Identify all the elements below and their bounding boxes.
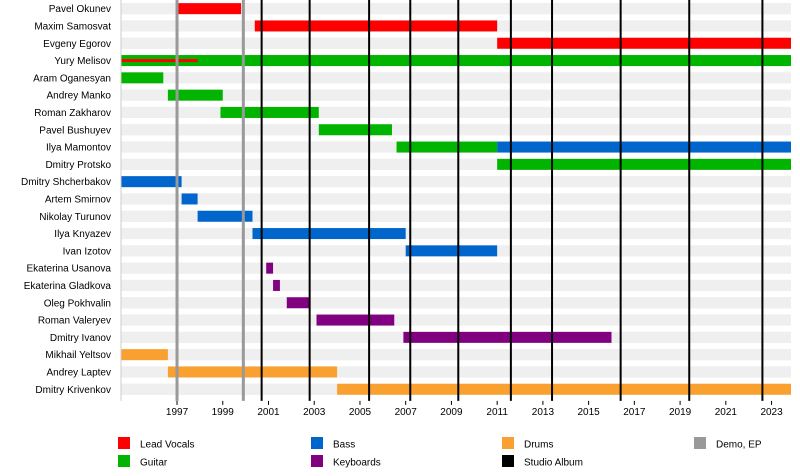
legend-label-studio: Studio Album	[524, 458, 583, 469]
member-label-roman-valeryev: Roman Valeryev	[38, 316, 111, 327]
row-stripe-ekaterina-gladkova	[121, 279, 791, 292]
member-label-aram-oganesyan: Aram Oganesyan	[33, 73, 111, 84]
row-stripe-mikhail-yeltsov	[121, 349, 791, 361]
bar-dmitry-shcherbakov-bass	[121, 176, 182, 188]
row-stripe-roman-zakharov	[121, 106, 791, 119]
bar-yury-melisov-vocals	[121, 59, 198, 63]
legend-label-keyboards: Keyboards	[333, 458, 381, 469]
member-label-mikhail-yeltsov: Mikhail Yeltsov	[45, 350, 111, 361]
legend: Lead Vocals Guitar Bass Keyboards Drums Studi…	[118, 437, 762, 469]
member-label-ilya-mamontov: Ilya Mamontov	[46, 143, 111, 154]
bar-andrey-manko-guitar	[167, 89, 223, 101]
bar-pavel-okunev-vocals	[177, 3, 242, 15]
row-stripe-pavel-okunev	[121, 3, 791, 15]
bar-artem-smirnov-bass	[181, 193, 198, 205]
x-tick-label-2015: 2015	[578, 407, 601, 418]
bar-yury-melisov-guitar	[121, 55, 791, 67]
legend-swatch-keyboards	[311, 455, 323, 467]
member-label-ilya-knyazev: Ilya Knyazev	[54, 229, 111, 240]
legend-swatch-studio	[502, 455, 514, 467]
member-label-andrey-manko: Andrey Manko	[47, 91, 112, 102]
legend-swatch-drums	[502, 437, 514, 449]
x-tick-label-1997: 1997	[166, 407, 189, 418]
x-tick-label-2005: 2005	[349, 407, 372, 418]
member-label-dmitry-ivanov: Dmitry Ivanov	[50, 333, 111, 344]
row-stripe-oleg-pokhvalin	[121, 297, 791, 309]
member-label-ekaterina-gladkova: Ekaterina Gladkova	[24, 281, 112, 292]
bar-andrey-laptev-drums	[167, 366, 338, 378]
legend-swatch-demo	[694, 437, 706, 449]
bar-roman-valeryev-keyboards	[316, 314, 395, 326]
member-label-dmitry-shcherbakov: Dmitry Shcherbakov	[21, 177, 111, 188]
bar-ilya-mamontov-bass	[497, 141, 791, 153]
bar-maxim-samosvat-vocals	[254, 20, 498, 32]
bar-mikhail-yeltsov-drums	[121, 349, 168, 361]
bar-ilya-knyazev-bass	[252, 228, 406, 240]
bar-oleg-pokhvalin-keyboards	[286, 297, 310, 309]
row-stripe-pavel-bushuyev	[121, 124, 791, 136]
x-tick-label-2013: 2013	[532, 407, 555, 418]
bar-ilya-mamontov-guitar	[396, 141, 498, 153]
row-stripe-ekaterina-usanova	[121, 262, 791, 274]
legend-swatch-bass	[311, 437, 323, 449]
bar-nikolay-turunov-bass	[197, 210, 253, 222]
x-tick-label-2007: 2007	[395, 407, 418, 418]
row-stripe-andrey-manko	[121, 89, 791, 101]
x-tick-label-2017: 2017	[623, 407, 646, 418]
release-markers	[175, 0, 764, 401]
member-label-dmitry-krivenkov: Dmitry Krivenkov	[35, 385, 111, 396]
member-label-oleg-pokhvalin: Oleg Pokhvalin	[44, 298, 111, 309]
row-stripe-ilya-knyazev	[121, 227, 791, 240]
legend-label-demo: Demo, EP	[716, 440, 762, 451]
member-label-ivan-izotov: Ivan Izotov	[63, 246, 111, 257]
x-tick-label-2023: 2023	[760, 407, 783, 418]
member-label-pavel-okunev: Pavel Okunev	[49, 4, 111, 15]
bar-pavel-bushuyev-guitar	[318, 124, 392, 136]
bar-aram-oganesyan-guitar	[121, 72, 164, 84]
legend-label-vocals: Lead Vocals	[140, 440, 195, 451]
x-tick-label-2009: 2009	[440, 407, 463, 418]
x-axis-ticks: 1997 1999 2001 2003 2005 2007 2009 2011 2013 2015…	[120, 0, 783, 418]
bar-ekaterina-usanova-keyboards	[266, 262, 274, 274]
bar-roman-zakharov-guitar	[220, 106, 319, 118]
x-tick-label-2021: 2021	[715, 407, 738, 418]
legend-swatch-vocals	[118, 437, 130, 449]
x-tick-label-2011: 2011	[486, 407, 508, 418]
x-tick-label-2001: 2001	[257, 407, 280, 418]
legend-label-guitar: Guitar	[140, 458, 168, 469]
bar-evgeny-egorov-vocals	[497, 37, 791, 49]
legend-label-drums: Drums	[524, 440, 553, 451]
member-label-ekaterina-usanova: Ekaterina Usanova	[27, 264, 112, 275]
row-stripe-dmitry-shcherbakov	[121, 176, 791, 188]
member-name-labels: Pavel Okunev Maxim Samosvat Evgeny Egorov Y…	[21, 4, 111, 396]
row-stripe-dmitry-protsko	[121, 158, 791, 170]
bar-dmitry-ivanov-keyboards	[403, 331, 612, 343]
member-bars	[121, 3, 791, 395]
row-stripe-andrey-laptev	[121, 366, 791, 378]
row-stripe-nikolay-turunov	[121, 210, 791, 222]
member-label-maxim-samosvat: Maxim Samosvat	[34, 21, 111, 32]
member-label-dmitry-protsko: Dmitry Protsko	[45, 160, 111, 171]
member-label-evgeny-egorov: Evgeny Egorov	[43, 39, 111, 50]
row-stripe-roman-valeryev	[121, 314, 791, 326]
bar-ivan-izotov-bass	[405, 245, 498, 257]
bar-dmitry-protsko-guitar	[497, 158, 791, 170]
member-label-roman-zakharov: Roman Zakharov	[34, 108, 111, 119]
x-tick-label-2003: 2003	[303, 407, 326, 418]
x-tick-label-1999: 1999	[212, 407, 235, 418]
bar-dmitry-krivenkov-drums	[337, 383, 791, 395]
member-label-artem-smirnov: Artem Smirnov	[45, 194, 111, 205]
member-label-andrey-laptev: Andrey Laptev	[47, 367, 112, 378]
member-label-nikolay-turunov: Nikolay Turunov	[39, 212, 111, 223]
x-tick-label-2019: 2019	[669, 407, 692, 418]
legend-swatch-guitar	[118, 455, 130, 467]
row-stripe-evgeny-egorov	[121, 37, 791, 49]
bar-ekaterina-gladkova-keyboards	[273, 279, 280, 291]
row-stripe-artem-smirnov	[121, 193, 791, 205]
member-label-yury-melisov: Yury Melisov	[54, 56, 111, 67]
member-label-pavel-bushuyev: Pavel Bushuyev	[39, 125, 111, 136]
row-stripe-aram-oganesyan	[121, 72, 791, 84]
legend-label-bass: Bass	[333, 440, 355, 451]
